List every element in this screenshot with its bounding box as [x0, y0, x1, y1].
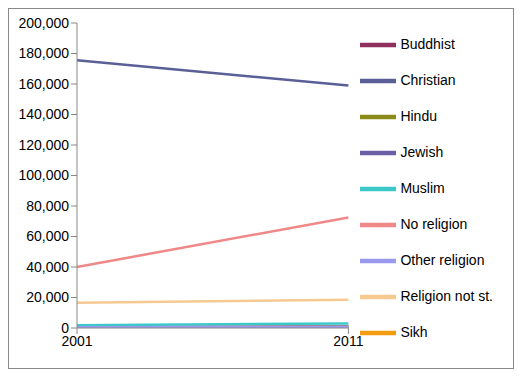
html-text:Buddhist: Buddhist	[400, 35, 455, 52]
svg-text:160,000: 160,000	[18, 76, 69, 92]
html-text:Sikh: Sikh	[400, 323, 428, 340]
svg-text:120,000: 120,000	[18, 137, 69, 153]
svg-text:100,000: 100,000	[18, 167, 69, 183]
svg-text:20,000: 20,000	[26, 289, 69, 305]
svg-text:2001: 2001	[61, 332, 93, 349]
svg-text:180,000: 180,000	[18, 45, 69, 61]
html-text:No religion: No religion	[400, 215, 468, 232]
svg-text:200,000: 200,000	[18, 15, 69, 31]
svg-text:60,000: 60,000	[26, 228, 69, 244]
html-text:Other religion: Other religion	[400, 251, 485, 268]
html-text:Muslim: Muslim	[400, 179, 445, 196]
svg-text:40,000: 40,000	[26, 259, 69, 275]
svg-text:140,000: 140,000	[18, 106, 69, 122]
svg-text:0: 0	[61, 320, 69, 336]
html-text:Christian: Christian	[400, 71, 456, 88]
html-text:Hindu: Hindu	[400, 107, 437, 124]
svg-text:2011: 2011	[333, 333, 363, 349]
svg-text:80,000: 80,000	[26, 198, 69, 214]
html-text:Religion not st.: Religion not st.	[400, 287, 493, 304]
html-text:Jewish: Jewish	[400, 143, 444, 160]
